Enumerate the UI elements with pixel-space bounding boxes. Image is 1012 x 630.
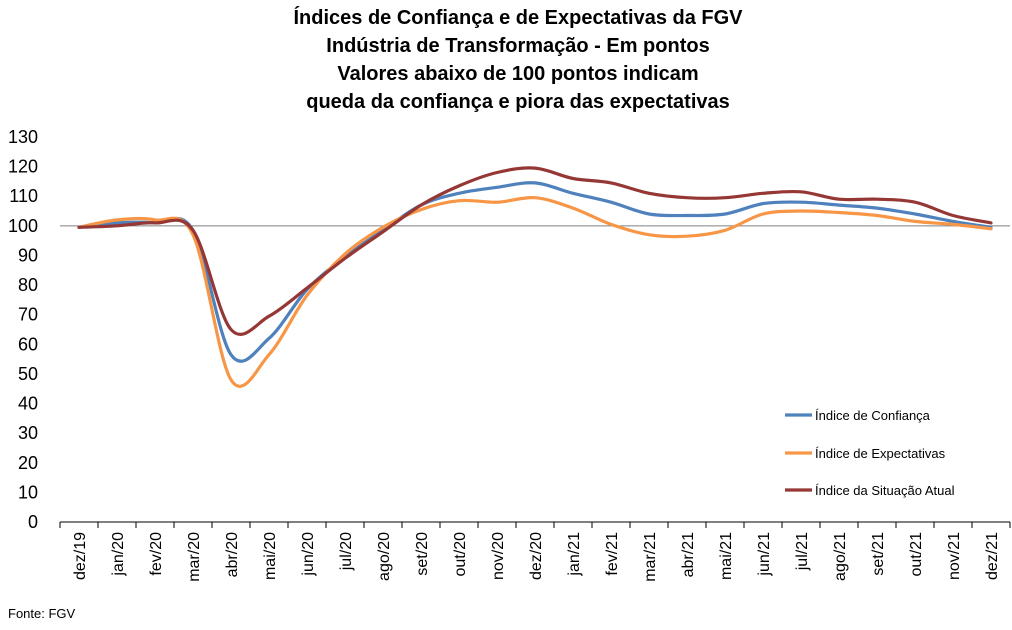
title-line-2: Indústria de Transformação - Em pontos <box>326 35 709 57</box>
x-tick-label: ago/20 <box>376 532 393 581</box>
x-tick-label: mar/20 <box>186 532 203 582</box>
y-tick-label: 110 <box>9 186 38 206</box>
x-tick-label: fev/20 <box>148 532 165 576</box>
x-tick-label: jan/20 <box>110 532 127 577</box>
y-tick-label: 120 <box>8 157 38 177</box>
y-tick-label: 30 <box>18 423 38 443</box>
x-tick-label: out/21 <box>908 532 925 577</box>
series-line-expectativas <box>77 195 993 388</box>
x-tick-label: dez/21 <box>984 532 1001 580</box>
title-line-3: Valores abaixo de 100 pontos indicam <box>337 63 698 85</box>
y-tick-label: 40 <box>18 394 38 414</box>
y-tick-label: 70 <box>18 305 38 325</box>
x-tick-label: jun/21 <box>756 532 773 577</box>
y-tick-label: 20 <box>18 453 38 473</box>
x-tick-label: jul/20 <box>338 532 355 571</box>
x-tick-label: abr/21 <box>680 532 697 577</box>
series-line-situacao-atual <box>77 166 993 336</box>
x-tick-label: jun/20 <box>300 532 317 577</box>
x-tick-label: jan/21 <box>566 532 583 577</box>
x-tick-label: dez/19 <box>72 532 89 580</box>
y-tick-label: 90 <box>18 245 38 265</box>
series-line-confianca <box>77 181 993 363</box>
legend: Índice de Confiança Índice de Expectativa… <box>785 408 955 498</box>
x-tick-label: mai/21 <box>718 532 735 580</box>
legend-label: Índice de Expectativas <box>815 446 946 461</box>
y-tick-label: 0 <box>28 512 38 532</box>
y-tick-label: 50 <box>18 364 38 384</box>
y-tick-label: 10 <box>18 482 38 502</box>
x-tick-label: fev/21 <box>604 532 621 576</box>
y-tick-label: 80 <box>18 275 38 295</box>
title-line-1: Índices de Confiança e de Expectativas d… <box>293 6 743 29</box>
y-tick-label: 60 <box>18 334 38 354</box>
x-tick-label: mar/21 <box>642 532 659 582</box>
x-tick-label: jul/21 <box>794 532 811 571</box>
chart-title: Índices de Confiança e de Expectativas d… <box>293 6 743 113</box>
series-group <box>77 166 993 388</box>
y-tick-label: 130 <box>8 127 38 147</box>
y-tick-label: 100 <box>8 216 38 236</box>
x-tick-label: nov/20 <box>490 532 507 580</box>
title-line-4: queda da confiança e piora das expectati… <box>306 91 730 113</box>
x-tick-label: set/20 <box>414 532 431 576</box>
x-tick-label: abr/20 <box>224 532 241 577</box>
legend-label: Índice de Confiança <box>815 408 931 423</box>
x-tick-label: out/20 <box>452 532 469 577</box>
x-tick-label: ago/21 <box>832 532 849 581</box>
y-axis: 0 10 20 30 40 50 60 70 80 90 100 110 120 130 <box>8 127 38 532</box>
x-axis: dez/19 jan/20 fev/20 mar/20 abr/20 mai/20 jun/… <box>59 521 1011 582</box>
x-tick-label: set/21 <box>870 532 887 576</box>
x-tick-label: dez/20 <box>528 532 545 580</box>
x-tick-label: mai/20 <box>262 532 279 580</box>
source-note: Fonte: FGV <box>8 606 76 621</box>
x-tick-label: nov/21 <box>946 532 963 580</box>
legend-label: Índice da Situação Atual <box>815 483 955 498</box>
